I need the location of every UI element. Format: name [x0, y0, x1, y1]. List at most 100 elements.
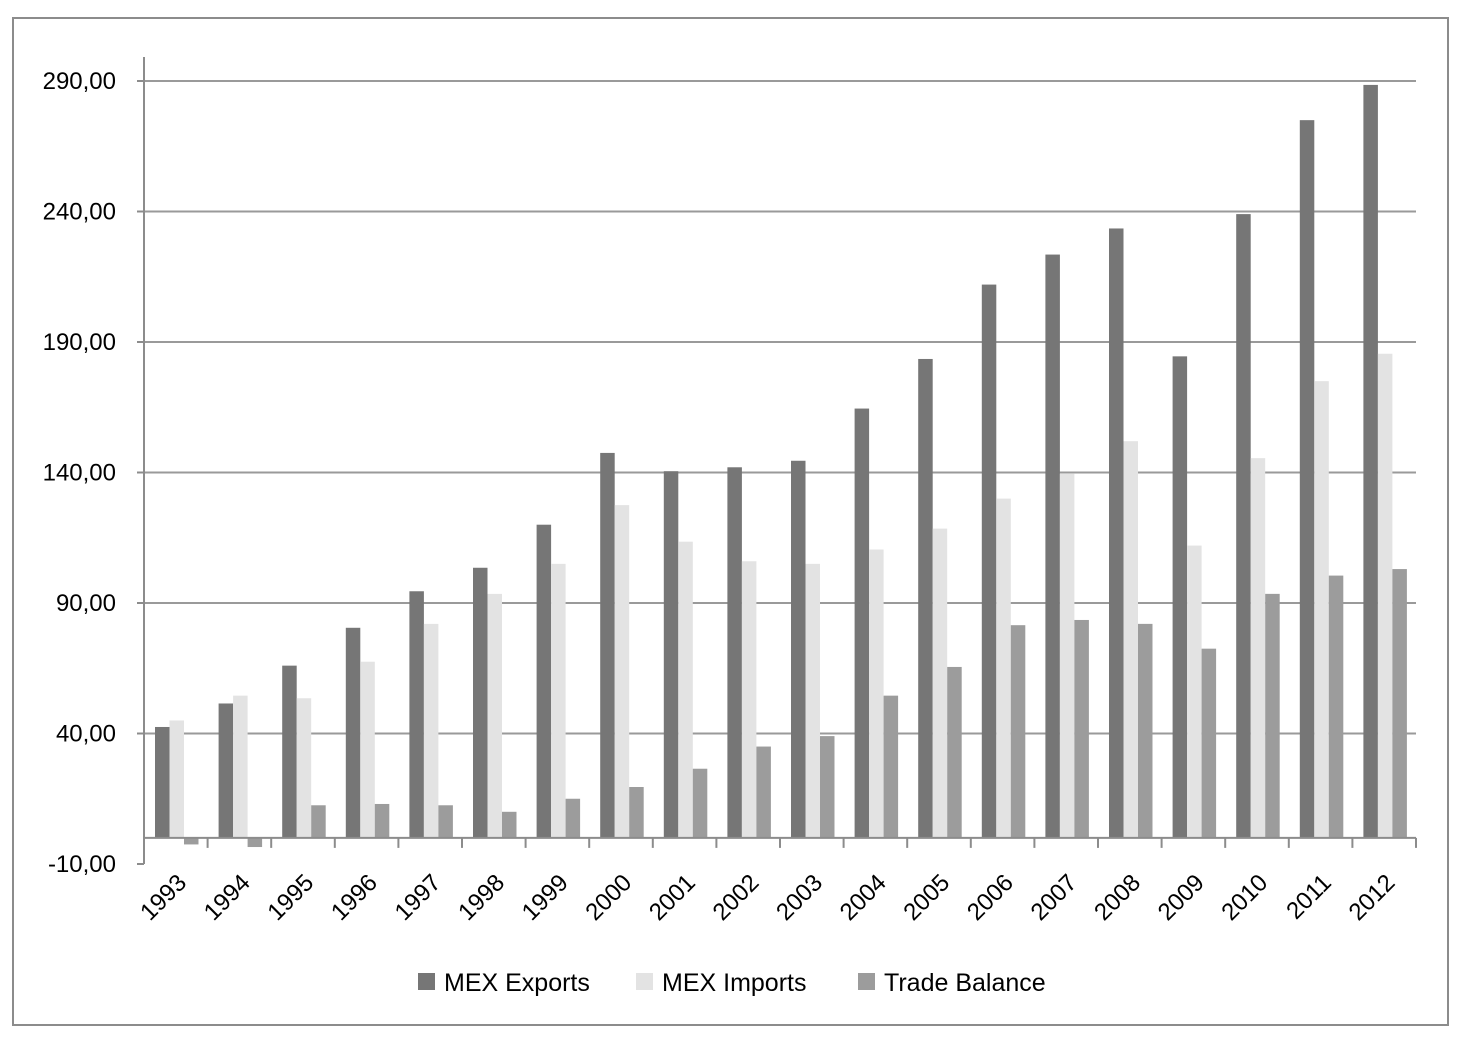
bar-mex-imports	[614, 505, 630, 838]
x-tick-label: 2002	[708, 869, 765, 926]
bar-mex-exports	[218, 703, 234, 838]
bar-trade-balance	[247, 837, 263, 848]
bar-trade-balance	[756, 746, 771, 838]
bar-mex-imports	[360, 661, 375, 838]
x-tick-label: 1997	[390, 869, 447, 926]
bar-trade-balance	[820, 736, 835, 838]
x-tick-label: 1993	[135, 869, 192, 926]
bar-mex-imports	[869, 549, 884, 838]
bar-mex-exports	[600, 452, 615, 838]
bar-mex-exports	[663, 471, 679, 838]
bar-mex-exports	[1045, 254, 1060, 838]
legend: MEX Exports MEX Imports Trade Balance	[418, 969, 1046, 997]
bar-mex-exports	[345, 627, 361, 838]
bar-mex-exports	[282, 665, 297, 838]
x-tick-label: 1998	[453, 869, 510, 926]
bar-trade-balance	[1138, 623, 1153, 838]
bars	[155, 84, 1407, 848]
bar-trade-balance	[1010, 625, 1026, 838]
x-tick-label: 2004	[835, 869, 892, 926]
bar-mex-imports	[741, 561, 757, 838]
y-tick-label: 90,00	[56, 590, 116, 617]
bar-mex-exports	[918, 358, 933, 838]
x-tick-label: 2005	[898, 869, 955, 926]
y-tick-label: -10,00	[48, 851, 116, 878]
y-tick-label: 290,00	[43, 68, 116, 95]
y-tick-label: 240,00	[43, 199, 116, 226]
bar-trade-balance	[502, 811, 517, 838]
bar-trade-balance	[1392, 569, 1407, 838]
x-tick-label: 2011	[1281, 869, 1337, 925]
bar-mex-exports	[409, 591, 424, 838]
bar-mex-imports	[1314, 381, 1329, 838]
bar-mex-exports	[1299, 120, 1315, 838]
x-tick-label: 2012	[1344, 869, 1401, 926]
bar-trade-balance	[692, 768, 708, 838]
x-tick-label: 2003	[771, 869, 828, 926]
x-tick-label: 2010	[1216, 869, 1273, 926]
bar-mex-imports	[1187, 545, 1202, 838]
legend-swatch	[418, 973, 435, 990]
x-tick-label: 1994	[199, 869, 256, 926]
bar-trade-balance	[1328, 575, 1344, 838]
x-tick-labels: 1993 1994 1995 1996 1997 1998 1999 2000 2001 2002…	[135, 869, 1400, 926]
bar-mex-imports	[1250, 458, 1266, 838]
bar-mex-imports	[169, 720, 184, 838]
legend-label: MEX Exports	[444, 969, 590, 997]
x-tick-label: 2007	[1026, 869, 1083, 926]
bar-mex-imports	[1123, 441, 1138, 838]
bar-trade-balance	[1074, 619, 1089, 838]
bar-trade-balance	[1265, 593, 1280, 838]
axes	[137, 57, 1417, 865]
legend-swatch	[636, 973, 653, 990]
bar-mex-exports	[536, 524, 552, 838]
bar-mex-imports	[233, 695, 248, 838]
bar-mex-imports	[996, 498, 1011, 838]
bar-mex-exports	[473, 567, 488, 838]
bar-mex-imports	[1377, 353, 1393, 838]
bar-trade-balance	[184, 837, 199, 845]
bar-mex-exports	[1172, 356, 1188, 838]
bar-trade-balance	[947, 666, 962, 838]
bar-trade-balance	[565, 798, 581, 838]
bar-mex-exports	[981, 284, 997, 838]
legend-label: MEX Imports	[662, 969, 806, 997]
bar-mex-exports	[1236, 214, 1251, 838]
bar-trade-balance	[438, 805, 453, 838]
bar-mex-exports	[854, 408, 870, 838]
y-tick-label: 190,00	[43, 329, 116, 356]
bar-mex-exports	[1363, 84, 1378, 838]
bar-mex-exports	[1109, 228, 1124, 838]
legend-label: Trade Balance	[884, 969, 1046, 997]
bar-mex-imports	[487, 593, 502, 838]
x-tick-label: 2006	[962, 869, 1019, 926]
bar-mex-imports	[678, 541, 693, 838]
bar-mex-imports	[423, 623, 439, 838]
bar-mex-exports	[155, 726, 170, 838]
x-tick-label: 2008	[1089, 869, 1146, 926]
bar-mex-imports	[805, 563, 820, 838]
x-tick-label: 2001	[644, 869, 701, 926]
bar-trade-balance	[629, 787, 644, 838]
y-tick-label: 140,00	[43, 460, 116, 487]
bar-mex-imports	[932, 528, 948, 838]
bar-mex-imports	[296, 698, 312, 838]
bar-mex-imports	[1059, 473, 1075, 838]
x-tick-label: 1995	[262, 869, 319, 926]
x-tick-label: 2009	[1153, 869, 1210, 926]
bar-mex-imports	[551, 563, 566, 838]
y-tick-label: 40,00	[56, 721, 116, 748]
y-tick-labels: 290,00 240,00 190,00 140,00 90,00 40,00 -10,00	[43, 68, 116, 878]
bar-trade-balance	[883, 695, 899, 838]
bar-trade-balance	[1201, 648, 1217, 838]
bar-mex-exports	[791, 460, 806, 838]
x-tick-label: 2000	[580, 869, 637, 926]
bar-trade-balance	[374, 803, 390, 838]
gridlines	[144, 80, 1416, 735]
bar-trade-balance	[311, 805, 326, 838]
x-tick-label: 1996	[326, 869, 383, 926]
x-tick-label: 1999	[517, 869, 574, 926]
legend-swatch	[858, 973, 875, 990]
bar-mex-exports	[727, 467, 742, 838]
